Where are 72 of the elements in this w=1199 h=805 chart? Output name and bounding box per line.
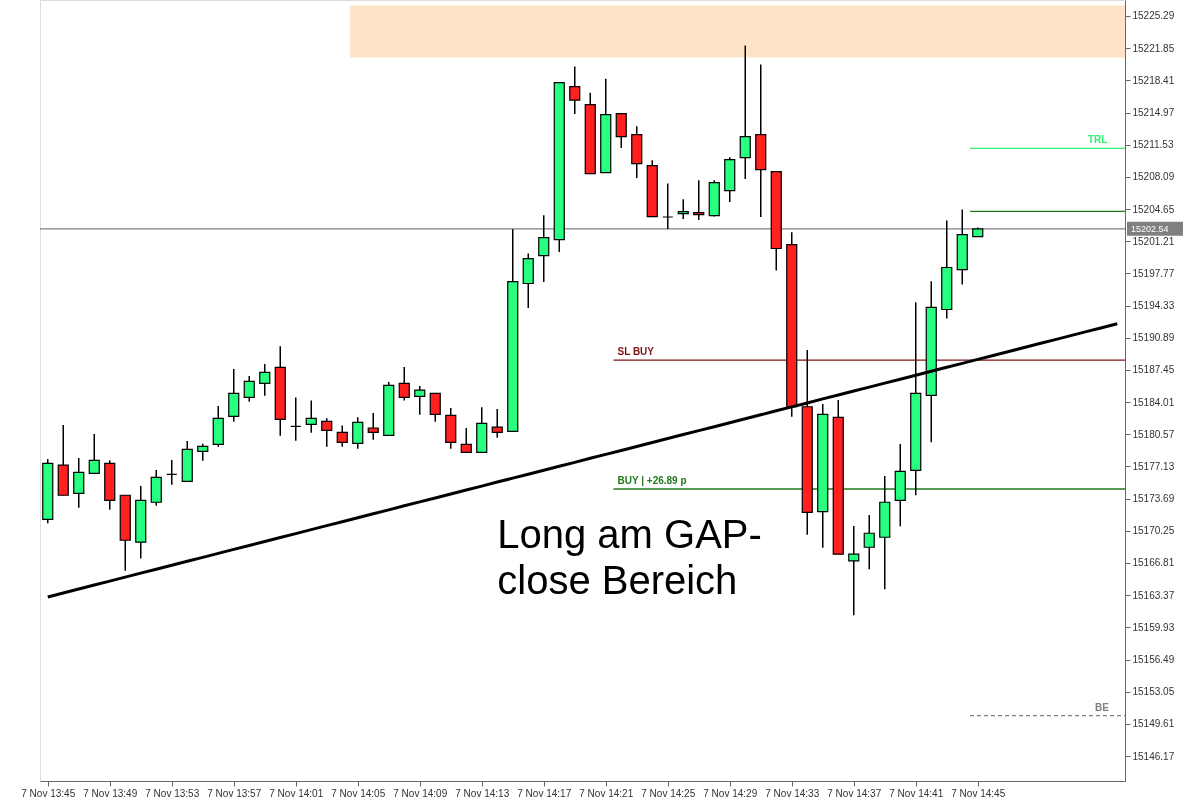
candlestick	[352, 416, 364, 450]
candlestick	[228, 368, 240, 423]
ref-line-label: 15202.54	[1131, 223, 1169, 234]
x-tick-label: 7 Nov 14:41	[889, 787, 944, 799]
y-tick-label: 15187.45	[1132, 364, 1175, 376]
x-tick-label: 7 Nov 14:25	[641, 787, 696, 799]
y-tick-label: 15146.17	[1132, 750, 1175, 762]
x-tick-label: 7 Nov 14:05	[331, 787, 386, 799]
candlestick	[367, 412, 379, 441]
candlestick	[243, 375, 255, 403]
candlestick	[88, 433, 100, 475]
x-tick-label: 7 Nov 14:21	[579, 787, 634, 799]
x-tick-label: 7 Nov 13:53	[145, 787, 200, 799]
x-tick-label: 7 Nov 14:17	[517, 787, 572, 799]
candlestick	[166, 459, 178, 486]
y-tick-label: 15170.25	[1132, 525, 1175, 537]
ref-line-label: SL BUY	[617, 346, 655, 358]
candlestick	[848, 525, 860, 616]
ref-line-label: BE	[1095, 701, 1110, 713]
x-tick-label: 7 Nov 13:49	[83, 787, 138, 799]
candlestick	[259, 363, 271, 397]
candlestick	[863, 514, 875, 570]
y-tick-label: 15211.53	[1132, 139, 1174, 151]
y-tick-label: 15190.89	[1132, 332, 1175, 344]
y-tick-label: 15173.69	[1132, 493, 1175, 505]
y-tick-label: 15225.29	[1132, 10, 1175, 22]
y-tick-label: 15204.65	[1132, 203, 1175, 215]
y-tick-label: 15166.81	[1132, 557, 1175, 569]
candlestick	[491, 408, 503, 439]
y-tick-label: 15218.41	[1132, 74, 1175, 86]
candlestick	[662, 182, 674, 230]
annotation: Long am GAP- close Bereich	[497, 512, 762, 602]
y-tick-label: 15208.09	[1132, 171, 1175, 183]
candlestick	[677, 198, 689, 220]
y-tick-label: 15221.85	[1132, 42, 1175, 54]
candlestick	[321, 417, 333, 448]
y-tick-label: 15163.37	[1132, 589, 1175, 601]
candlestick	[336, 424, 348, 448]
x-tick-label: 7 Nov 13:45	[21, 787, 76, 799]
y-tick-label: 15156.49	[1132, 654, 1175, 665]
y-tick-label: 15149.61	[1132, 718, 1175, 730]
y-tick-label: 15177.13	[1132, 460, 1175, 472]
candlestick	[414, 385, 426, 416]
candlestick	[429, 392, 441, 423]
x-tick-label: 7 Nov 14:13	[455, 787, 510, 799]
x-tick-label: 7 Nov 14:45	[951, 787, 1006, 799]
ref-line-label: BUY | +26.89 p	[617, 474, 687, 486]
x-tick-label: 7 Nov 13:57	[207, 787, 262, 799]
candlestick	[398, 366, 410, 402]
candlestick	[538, 214, 550, 283]
candlestick	[739, 44, 751, 180]
x-tick-label: 7 Nov 14:33	[765, 787, 820, 799]
y-tick-label: 15201.21	[1132, 235, 1175, 247]
x-tick-label: 7 Nov 14:01	[269, 787, 324, 799]
candlestick	[693, 179, 705, 221]
y-tick-label: 15214.97	[1132, 107, 1175, 119]
x-tick-label: 7 Nov 14:09	[393, 787, 448, 799]
candlestick	[290, 396, 302, 442]
x-tick-label: 7 Nov 14:29	[703, 787, 758, 799]
y-tick-label: 15159.93	[1132, 621, 1175, 633]
y-tick-label: 15184.01	[1132, 396, 1175, 408]
candlestick	[305, 399, 317, 434]
x-tick-label: 7 Nov 14:37	[827, 787, 882, 799]
y-tick-label: 15194.33	[1132, 300, 1175, 312]
y-tick-label: 15180.57	[1132, 428, 1175, 440]
candlestick	[569, 65, 581, 115]
y-tick-label: 15153.05	[1132, 686, 1175, 698]
candlestick	[73, 457, 85, 509]
ref-line-label: TRL	[1088, 134, 1108, 146]
candlestick	[460, 427, 472, 454]
candlestick	[615, 112, 627, 149]
y-tick-label: 15197.77	[1132, 267, 1175, 279]
